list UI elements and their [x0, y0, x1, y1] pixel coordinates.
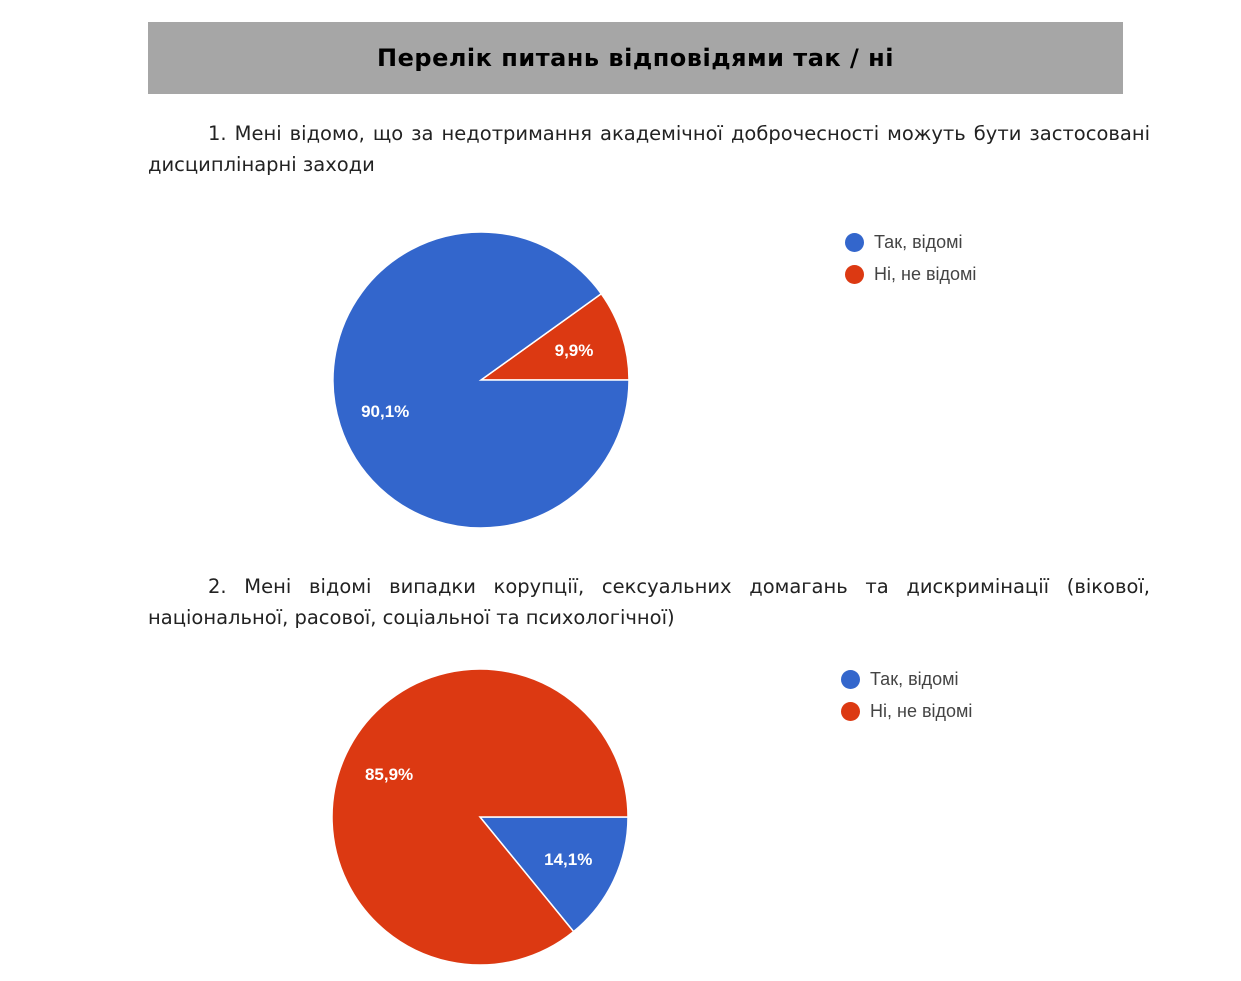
data-label-no: 9,9%	[555, 341, 594, 360]
data-label-yes: 90,1%	[361, 402, 409, 421]
header-bar: Перелік питань відповідями так / ні	[148, 22, 1123, 94]
legend-label-yes: Так, відомі	[870, 668, 959, 689]
legend-swatch-yes	[845, 232, 864, 252]
pie-slice-no	[478, 292, 630, 381]
legend-2: Так, відомі Ні, не відомі	[841, 663, 972, 727]
legend-swatch-no	[845, 264, 864, 284]
page-title: Перелік питань відповідями так / ні	[377, 44, 894, 72]
question-2-text: 2. Мені відомі випадки корупції, сексуал…	[148, 575, 1150, 629]
legend-label-yes: Так, відомі	[874, 231, 963, 252]
data-label-yes: 14,1%	[544, 850, 592, 869]
pie-chart-2: 14,1% 85,9%	[331, 668, 629, 966]
legend-item-no: Ні, не відомі	[845, 258, 976, 290]
legend-label-no: Ні, не відомі	[874, 263, 977, 284]
pie-slice-no	[331, 668, 629, 966]
legend-item-no: Ні, не відомі	[841, 695, 972, 727]
question-1-text: 1. Мені відомо, що за недотримання акаде…	[148, 122, 1150, 176]
legend-1: Так, відомі Ні, не відомі	[845, 226, 976, 290]
legend-swatch-no	[841, 701, 860, 721]
legend-item-yes: Так, відомі	[845, 226, 976, 258]
legend-item-yes: Так, відомі	[841, 663, 972, 695]
legend-swatch-yes	[841, 669, 860, 689]
legend-label-no: Ні, не відомі	[870, 700, 973, 721]
data-label-no: 85,9%	[365, 765, 413, 784]
pie-slice-yes	[332, 231, 630, 529]
pie-chart-1: 9,9% 90,1%	[332, 231, 630, 529]
pie-slice-yes	[478, 816, 629, 933]
